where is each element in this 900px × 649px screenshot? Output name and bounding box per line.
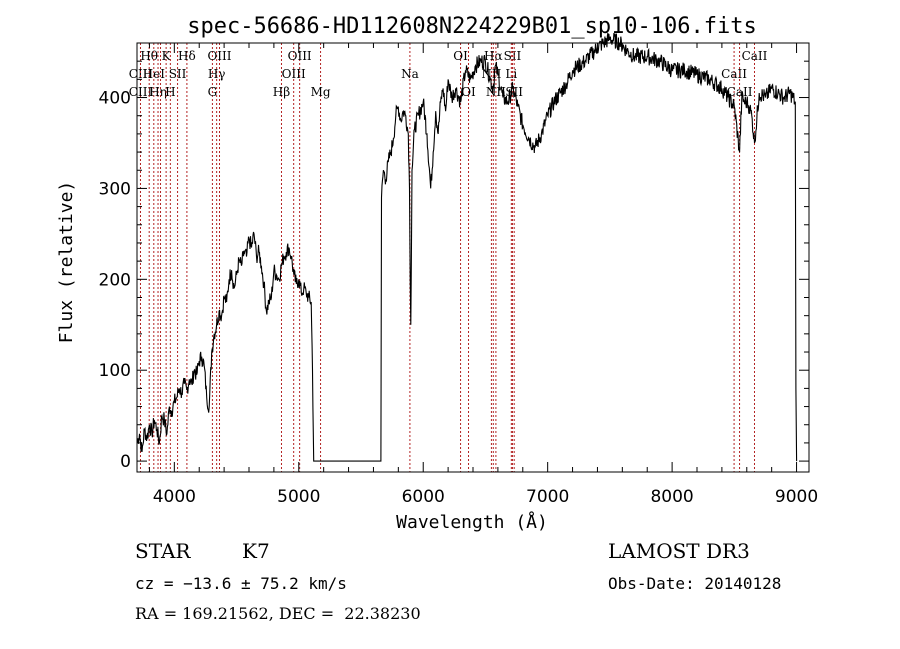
axis-ticks: 4000 5000 6000 7000 8000 9000 0 100 200 300 400: [99, 43, 818, 507]
x-tick-label-5: 9000: [775, 487, 818, 507]
spectral-line-label-24: SII: [504, 49, 522, 63]
redshift-velocity: cz = −13.6 ± 75.2 km/s: [135, 574, 347, 593]
x-tick-label-1: 5000: [277, 487, 320, 507]
observation-date: Obs-Date: 20140128: [608, 574, 782, 593]
y-tick-label-1: 100: [99, 361, 131, 381]
spectral-line-label-10: G: [208, 85, 218, 99]
spectral-line-label-23: Li: [505, 67, 517, 81]
plot-frame: [136, 42, 810, 473]
y-axis-label: Flux (relative): [56, 181, 77, 344]
y-tick-label-0: 0: [120, 452, 131, 472]
spectral-line-label-4: Hη: [149, 85, 167, 99]
y-tick-label-3: 300: [99, 179, 131, 199]
chart-title: spec-56686-HD112608N224229B01_sp10-106.f…: [187, 14, 757, 39]
spectral-line-label-8: SII: [169, 67, 187, 81]
spectral-line-label-15: OIII: [288, 49, 312, 63]
object-subclass: K7: [242, 539, 270, 563]
spectral-line-label-1: CIII: [129, 85, 153, 99]
coordinates: RA = 169.21562, DEC = 22.38230: [135, 604, 421, 623]
survey-name: LAMOST DR3: [608, 539, 750, 563]
spectral-line-label-11: Hγ: [208, 67, 226, 81]
spectral-line-label-7: H: [165, 85, 175, 99]
spectral-line-label-9: Hδ: [178, 49, 196, 63]
x-tick-label-0: 4000: [153, 487, 196, 507]
spectral-line-label-28: CaII: [742, 49, 768, 63]
spectral-line-label-21: Hα: [484, 49, 503, 63]
spectral-line-label-2: Hθ: [140, 49, 158, 63]
spectral-line-label-0: CIII: [129, 67, 153, 81]
spectral-line-label-19: OI: [461, 85, 476, 99]
spectral-line-label-13: Hβ: [273, 85, 290, 99]
x-tick-label-2: 6000: [402, 487, 445, 507]
spectral-line-label-16: Mg: [311, 85, 331, 99]
spectral-line-label-14: OIII: [282, 67, 306, 81]
y-tick-label-4: 400: [99, 89, 131, 109]
spectral-line-markers: CIII CIII Hθ HeI Hη K H SII Hδ G Hγ OIII Hβ OIII OIII M…: [129, 43, 768, 472]
x-axis-label: Wavelength (Å): [396, 511, 548, 533]
spectral-line-label-12: OIII: [207, 49, 231, 63]
x-tick-label-4: 8000: [650, 487, 693, 507]
spectral-line-label-18: OI: [453, 49, 468, 63]
x-tick-label-3: 7000: [526, 487, 569, 507]
flux-series-line: [136, 32, 798, 462]
spectral-line-label-3: HeI: [143, 67, 166, 81]
spectral-line-label-6: K: [162, 49, 172, 63]
y-tick-label-2: 200: [99, 270, 131, 290]
spectral-line-label-26: CaII: [721, 67, 747, 81]
spectral-line-label-27: CaII: [727, 85, 753, 99]
object-class: STAR: [135, 539, 191, 563]
spectral-line-label-17: Na: [401, 67, 419, 81]
